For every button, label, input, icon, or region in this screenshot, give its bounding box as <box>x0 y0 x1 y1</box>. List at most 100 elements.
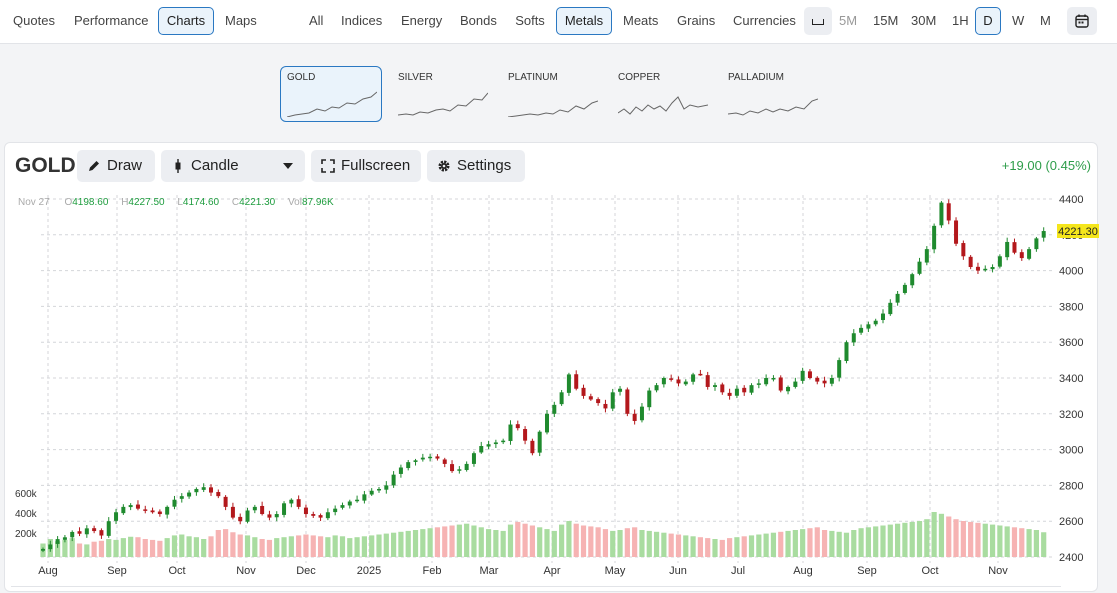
chart-type-select[interactable]: Candle <box>161 150 305 182</box>
volume-bar <box>179 534 185 557</box>
x-axis-label: May <box>605 565 626 577</box>
settings-button[interactable]: Settings <box>427 150 525 182</box>
top-navigation: Quotes Performance Charts Maps All Indices En… <box>0 0 1117 44</box>
candle-body <box>391 474 396 486</box>
chart-type-label: Candle <box>191 157 239 174</box>
volume-bar <box>317 536 324 557</box>
volume-bar <box>281 537 287 557</box>
price-tick-label: 3000 <box>1059 445 1083 457</box>
fullscreen-button[interactable]: Fullscreen <box>311 150 421 182</box>
settings-label: Settings <box>457 157 512 174</box>
tab-quotes[interactable]: Quotes <box>13 13 55 28</box>
calendar-button[interactable] <box>1067 7 1097 35</box>
card-platinum[interactable]: PLATINUM <box>501 66 603 122</box>
timeframe-5m[interactable]: 5M <box>839 13 858 28</box>
candle-body <box>603 403 608 409</box>
candle-body <box>990 267 995 270</box>
candle-body <box>1034 238 1039 250</box>
open-value: 4198.60 <box>72 197 109 208</box>
calendar-icon <box>1075 14 1089 28</box>
candle-body <box>413 460 418 462</box>
card-silver[interactable]: SILVER <box>391 66 493 122</box>
candle-body <box>1041 231 1046 238</box>
volume-bar <box>624 528 630 557</box>
candle-body <box>574 374 579 389</box>
close-value: 4221.30 <box>239 197 276 208</box>
group-tab-softs[interactable]: Softs <box>515 13 545 28</box>
x-axis-label: Oct <box>921 565 938 577</box>
group-tab-indices[interactable]: Indices <box>341 13 383 28</box>
timeframe-w[interactable]: W <box>1012 13 1025 28</box>
timeframe-1h[interactable]: 1H <box>952 13 969 28</box>
candle-body <box>1005 241 1010 258</box>
candle-body <box>187 492 192 497</box>
x-axis-label: Aug <box>793 565 813 577</box>
draw-button[interactable]: Draw <box>77 150 155 182</box>
tab-charts[interactable]: Charts <box>158 7 214 35</box>
x-axis-label: 2025 <box>357 565 381 577</box>
candle-body <box>201 487 206 490</box>
candle-body <box>62 537 67 540</box>
tab-maps[interactable]: Maps <box>225 13 257 28</box>
volume-bar <box>610 530 616 557</box>
volume-bar <box>887 524 893 557</box>
candle-body <box>340 505 345 508</box>
group-tab-meats[interactable]: Meats <box>623 13 659 28</box>
volume-bar <box>807 528 813 557</box>
timeframe-gap-toggle[interactable] <box>804 7 832 35</box>
card-palladium[interactable]: PALLADIUM <box>721 66 823 122</box>
price-change: +19.00 (0.45%) <box>1001 158 1091 173</box>
candle-body <box>910 274 915 286</box>
volume-tick-label: 600k <box>15 489 38 500</box>
candle-body <box>822 380 827 384</box>
volume-bar <box>332 535 338 557</box>
volume-bar <box>493 530 499 557</box>
candle-body <box>1027 249 1032 259</box>
group-tab-grains[interactable]: Grains <box>677 13 716 28</box>
candle-body <box>172 499 177 507</box>
volume-bar <box>588 526 594 557</box>
volume-bar <box>62 539 68 557</box>
volume-bar <box>171 535 178 557</box>
candle-body <box>442 459 447 464</box>
volume-bar <box>478 527 484 557</box>
volume-bar <box>778 531 784 557</box>
volume-bar <box>916 521 923 557</box>
timeframe-30m[interactable]: 30M <box>911 13 937 28</box>
candle-body <box>829 378 834 384</box>
candle-body <box>282 503 287 515</box>
tab-performance[interactable]: Performance <box>74 13 149 28</box>
volume-bar <box>551 530 557 557</box>
price-chart[interactable]: 4400420040003800360034003200300028002600… <box>5 143 1099 593</box>
candle-body <box>296 499 301 507</box>
candle-body <box>545 413 549 433</box>
volume-bar <box>960 521 966 557</box>
candle-body <box>683 381 688 385</box>
timeframe-15m[interactable]: 15M <box>873 13 899 28</box>
price-tick-label: 2800 <box>1059 480 1083 492</box>
card-copper[interactable]: COPPER <box>611 66 713 122</box>
volume-bar <box>296 535 302 557</box>
x-axis-label: Mar <box>480 565 499 577</box>
timeframe-d[interactable]: D <box>975 7 1001 35</box>
group-tab-bonds[interactable]: Bonds <box>460 13 497 28</box>
group-tab-currencies[interactable]: Currencies <box>733 13 796 28</box>
candle-body <box>355 499 360 502</box>
candle-body <box>435 456 440 459</box>
volume-bar <box>924 519 930 557</box>
group-tab-all[interactable]: All <box>309 13 324 28</box>
card-gold[interactable]: GOLD <box>280 66 382 122</box>
candle-body <box>902 284 907 293</box>
candle-body <box>588 396 593 400</box>
timeframe-m[interactable]: M <box>1040 13 1051 28</box>
candle-body <box>77 531 82 534</box>
group-tab-energy[interactable]: Energy <box>401 13 443 28</box>
candle-body <box>457 469 462 471</box>
price-tick-label: 3800 <box>1059 301 1083 313</box>
volume-bar <box>814 527 820 557</box>
volume-bar <box>1019 528 1025 557</box>
group-tab-metals[interactable]: Metals <box>556 7 612 35</box>
candle-body <box>983 268 988 271</box>
candle-body <box>698 373 703 376</box>
volume-bar <box>434 527 441 557</box>
